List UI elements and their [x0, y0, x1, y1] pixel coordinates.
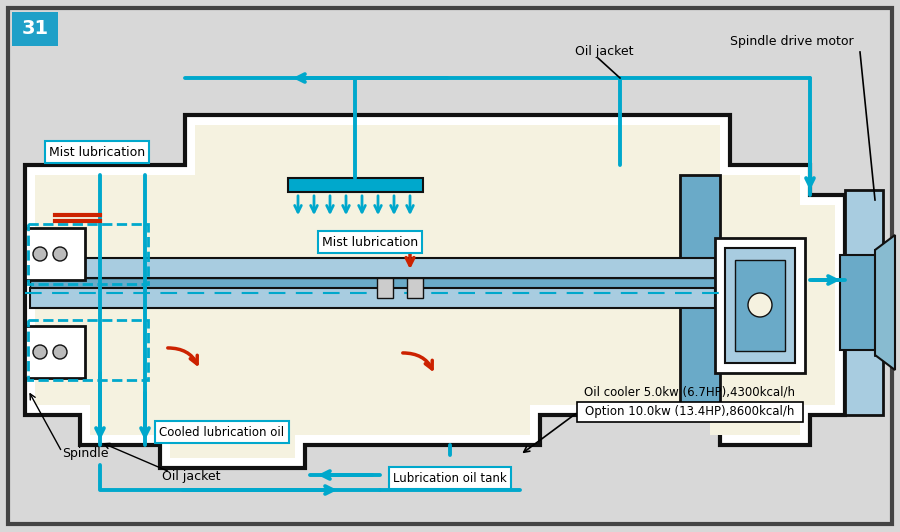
- Bar: [407, 278, 423, 298]
- Circle shape: [33, 345, 47, 359]
- Bar: [577, 402, 803, 422]
- Text: Oil jacket: Oil jacket: [162, 470, 220, 483]
- Polygon shape: [875, 235, 895, 370]
- Bar: [30, 288, 715, 308]
- Circle shape: [33, 247, 47, 261]
- Polygon shape: [680, 175, 720, 410]
- Polygon shape: [25, 115, 845, 468]
- Bar: [12, 12, 58, 46]
- Bar: [30, 258, 715, 278]
- Circle shape: [53, 345, 67, 359]
- Text: Spindle drive motor: Spindle drive motor: [730, 36, 853, 48]
- Bar: [288, 178, 423, 192]
- Bar: [735, 260, 785, 351]
- Bar: [840, 255, 885, 350]
- Bar: [715, 238, 805, 373]
- Polygon shape: [35, 125, 835, 458]
- Text: Spindle: Spindle: [62, 447, 109, 460]
- Bar: [30, 278, 715, 288]
- Text: Mist lubrication: Mist lubrication: [322, 236, 418, 248]
- Bar: [377, 278, 393, 298]
- Text: Lubrication oil tank: Lubrication oil tank: [393, 471, 507, 485]
- Text: Cooled lubrication oil: Cooled lubrication oil: [159, 426, 284, 438]
- Circle shape: [53, 247, 67, 261]
- Circle shape: [748, 293, 772, 317]
- Bar: [25, 326, 85, 378]
- Bar: [25, 228, 85, 280]
- Text: Mist lubrication: Mist lubrication: [49, 145, 145, 159]
- Bar: [725, 248, 795, 363]
- Text: Option 10.0kw (13.4HP),8600kcal/h: Option 10.0kw (13.4HP),8600kcal/h: [585, 405, 795, 419]
- Bar: [28, 320, 148, 380]
- Text: Oil cooler 5.0kw (6.7HP),4300kcal/h: Oil cooler 5.0kw (6.7HP),4300kcal/h: [584, 386, 796, 398]
- Text: Oil jacket: Oil jacket: [575, 46, 634, 59]
- Bar: [28, 224, 148, 284]
- Text: 31: 31: [22, 20, 49, 38]
- Polygon shape: [845, 190, 883, 415]
